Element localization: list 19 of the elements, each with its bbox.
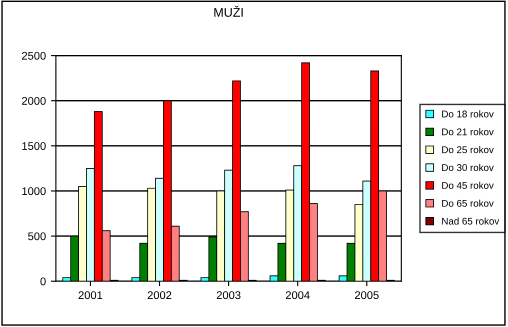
legend-label: Do 21 rokov	[442, 128, 494, 136]
y-tick-label: 500	[28, 232, 46, 240]
x-tick-label: 2003	[216, 291, 240, 300]
x-tick-label: 2002	[148, 291, 172, 300]
y-tick-label: 1000	[22, 187, 46, 196]
legend-label: Do 30 rokov	[442, 164, 494, 172]
x-tick-label: 2004	[286, 291, 310, 300]
x-tick-label: 2005	[354, 291, 379, 300]
y-tick-label: 0	[40, 277, 46, 286]
x-tick-label: 2001	[78, 291, 102, 300]
y-tick-label: 1500	[22, 142, 46, 150]
chart-title: MUŽI	[214, 6, 243, 17]
legend-label: Do 18 rokov	[442, 110, 494, 118]
y-tick-label: 2000	[22, 96, 46, 105]
legend-label: Do 65 rokov	[442, 200, 494, 207]
y-tick-label: 2500	[22, 52, 46, 60]
legend-label: Do 25 rokov	[442, 146, 494, 154]
legend-label: Do 45 rokov	[442, 182, 494, 189]
legend-label: Nad 65 rokov	[442, 217, 500, 225]
